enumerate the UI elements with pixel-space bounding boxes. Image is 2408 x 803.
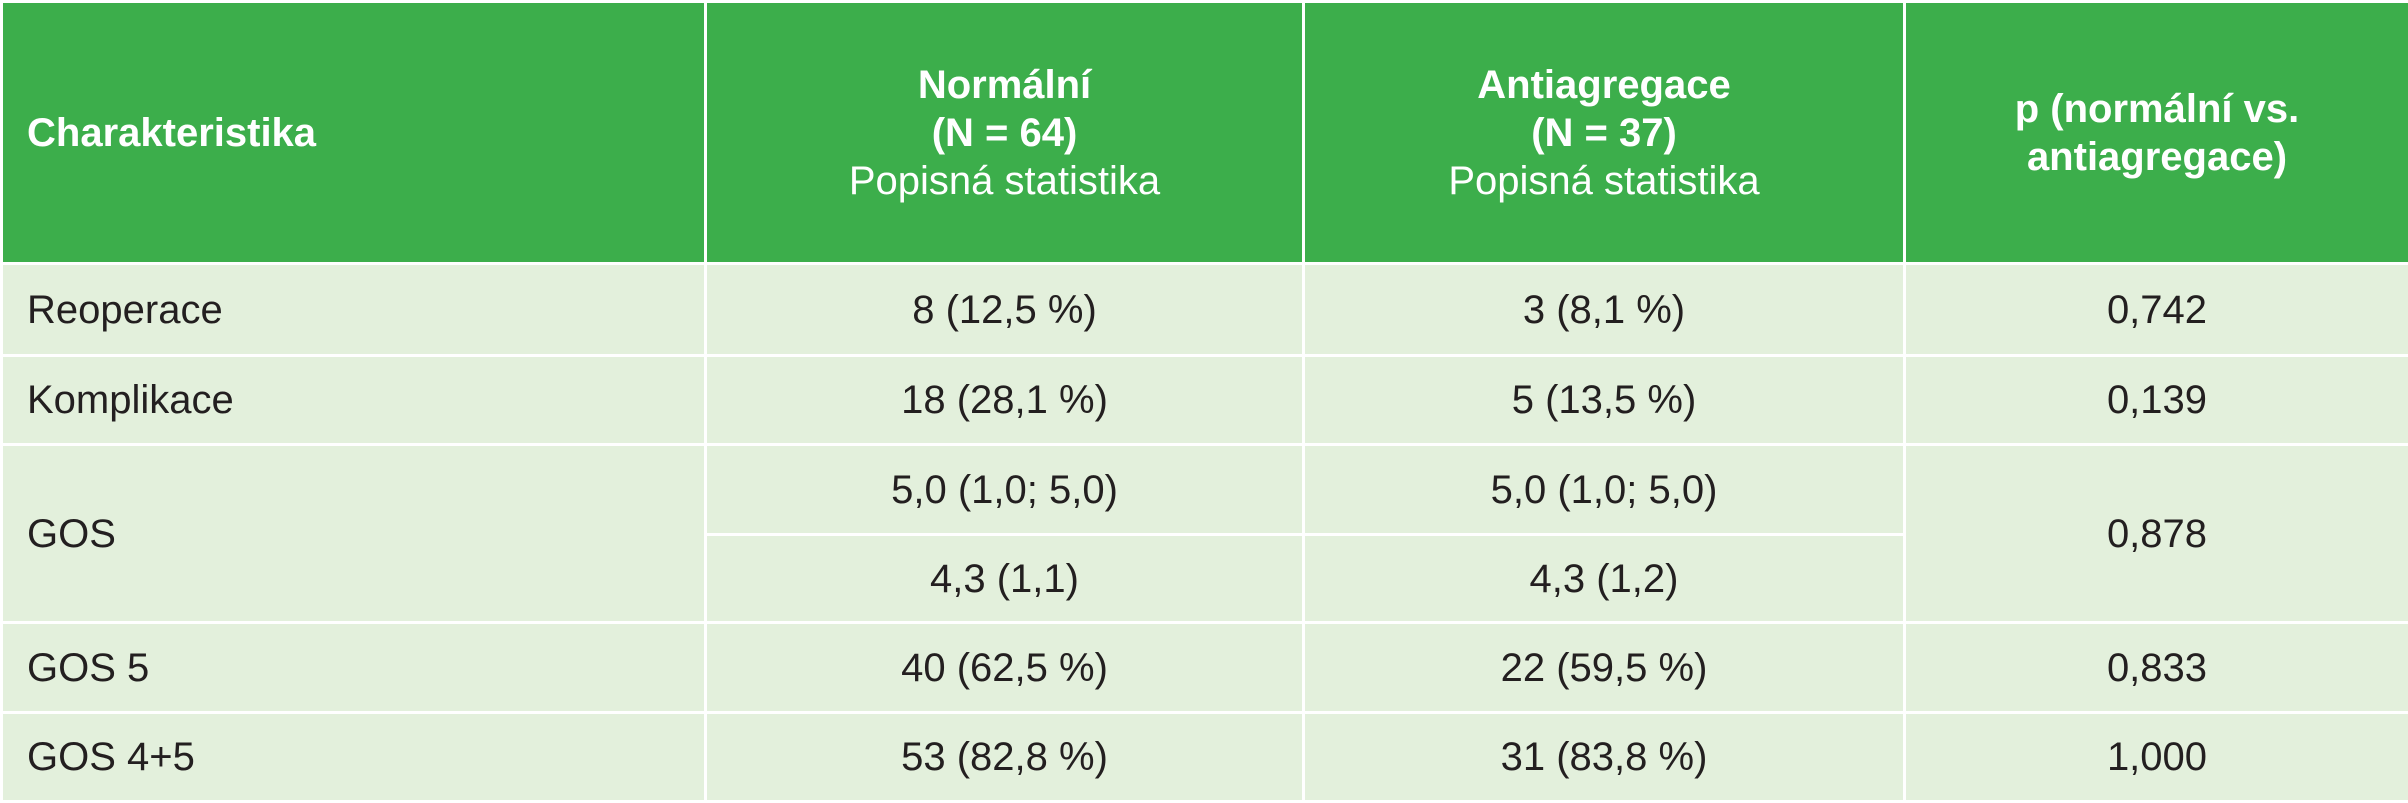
header-p-line2: antiagregace) (1930, 133, 2384, 181)
cell-p-value: 0,742 (1905, 264, 2408, 356)
header-p-line1: p (normální vs. (1930, 85, 2384, 133)
row-label: GOS (2, 445, 706, 623)
header-characteristic: Charakteristika (2, 2, 706, 264)
header-antiagregace: Antiagregace (N = 37) Popisná statistika (1304, 2, 1905, 264)
row-label: Komplikace (2, 356, 706, 445)
table-row: Reoperace 8 (12,5 %) 3 (8,1 %) 0,742 (2, 264, 2408, 356)
cell-normal: 8 (12,5 %) (706, 264, 1304, 356)
header-p-value: p (normální vs. antiagregace) (1905, 2, 2408, 264)
table-row: GOS 4+5 53 (82,8 %) 31 (83,8 %) 1,000 (2, 713, 2408, 802)
cell-normal: 18 (28,1 %) (706, 356, 1304, 445)
row-label: GOS 4+5 (2, 713, 706, 802)
cell-antiagregace: 22 (59,5 %) (1304, 623, 1905, 713)
header-antiagregace-desc: Popisná statistika (1329, 157, 1879, 205)
cell-p-value: 1,000 (1905, 713, 2408, 802)
header-normal-n: (N = 64) (731, 109, 1278, 157)
header-normal: Normální (N = 64) Popisná statistika (706, 2, 1304, 264)
table-row: Komplikace 18 (28,1 %) 5 (13,5 %) 0,139 (2, 356, 2408, 445)
cell-antiagregace: 31 (83,8 %) (1304, 713, 1905, 802)
cell-normal: 40 (62,5 %) (706, 623, 1304, 713)
table-row: GOS 5,0 (1,0; 5,0) 5,0 (1,0; 5,0) 0,878 (2, 445, 2408, 535)
cell-normal: 53 (82,8 %) (706, 713, 1304, 802)
cell-normal: 4,3 (1,1) (706, 535, 1304, 623)
table-row: GOS 5 40 (62,5 %) 22 (59,5 %) 0,833 (2, 623, 2408, 713)
cell-normal: 5,0 (1,0; 5,0) (706, 445, 1304, 535)
header-row: Charakteristika Normální (N = 64) Popisn… (2, 2, 2408, 264)
header-antiagregace-n: (N = 37) (1329, 109, 1879, 157)
cell-antiagregace: 5,0 (1,0; 5,0) (1304, 445, 1905, 535)
cell-antiagregace: 3 (8,1 %) (1304, 264, 1905, 356)
cell-p-value: 0,139 (1905, 356, 2408, 445)
row-label: Reoperace (2, 264, 706, 356)
header-antiagregace-title: Antiagregace (1329, 61, 1879, 109)
row-label: GOS 5 (2, 623, 706, 713)
header-normal-desc: Popisná statistika (731, 157, 1278, 205)
cell-p-value: 0,878 (1905, 445, 2408, 623)
header-normal-title: Normální (731, 61, 1278, 109)
cell-antiagregace: 4,3 (1,2) (1304, 535, 1905, 623)
cell-antiagregace: 5 (13,5 %) (1304, 356, 1905, 445)
cell-p-value: 0,833 (1905, 623, 2408, 713)
